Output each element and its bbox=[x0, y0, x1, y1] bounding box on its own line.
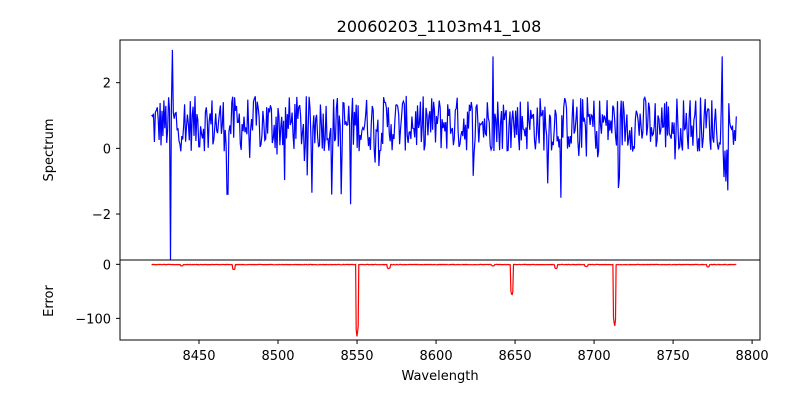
spectrum-y-tick-label: 0 bbox=[103, 142, 111, 157]
error-panel: 0 −100 8450 8500 8550 8600 8650 8700 8750 8800 E… bbox=[42, 258, 769, 384]
error-line bbox=[151, 263, 737, 337]
error-y-tick-label: 0 bbox=[103, 258, 111, 273]
x-tick-label: 8700 bbox=[578, 349, 611, 364]
x-tick-label: 8600 bbox=[420, 349, 453, 364]
spectrum-series bbox=[151, 49, 737, 261]
spectrum-y-axis-label: Spectrum bbox=[42, 119, 57, 182]
x-tick-label: 8450 bbox=[182, 349, 215, 364]
x-tick-label: 8750 bbox=[657, 349, 690, 364]
spectrum-y-tick-label: −2 bbox=[92, 208, 111, 223]
x-tick-label: 8550 bbox=[340, 349, 373, 364]
chart-title: 20060203_1103m41_108 bbox=[337, 17, 542, 37]
spectrum-y-ticks: 2 0 −2 bbox=[92, 77, 120, 223]
x-tick-label: 8500 bbox=[261, 349, 294, 364]
error-axes-frame bbox=[119, 259, 761, 341]
spectrum-panel: 2 0 −2 Spectrum bbox=[42, 39, 761, 261]
error-y-axis-label: Error bbox=[42, 285, 57, 317]
spectrum-axes-frame bbox=[119, 39, 761, 261]
error-y-ticks: 0 −100 bbox=[75, 258, 120, 327]
x-tick-label: 8800 bbox=[736, 349, 769, 364]
error-y-tick-label: −100 bbox=[75, 312, 111, 327]
spectrum-y-tick-label: 2 bbox=[103, 77, 111, 92]
error-series bbox=[151, 263, 737, 337]
x-ticks: 8450 8500 8550 8600 8650 8700 8750 8800 bbox=[182, 340, 769, 364]
x-axis-label: Wavelength bbox=[401, 369, 478, 384]
x-tick-label: 8650 bbox=[499, 349, 532, 364]
spectrum-line bbox=[151, 49, 737, 261]
